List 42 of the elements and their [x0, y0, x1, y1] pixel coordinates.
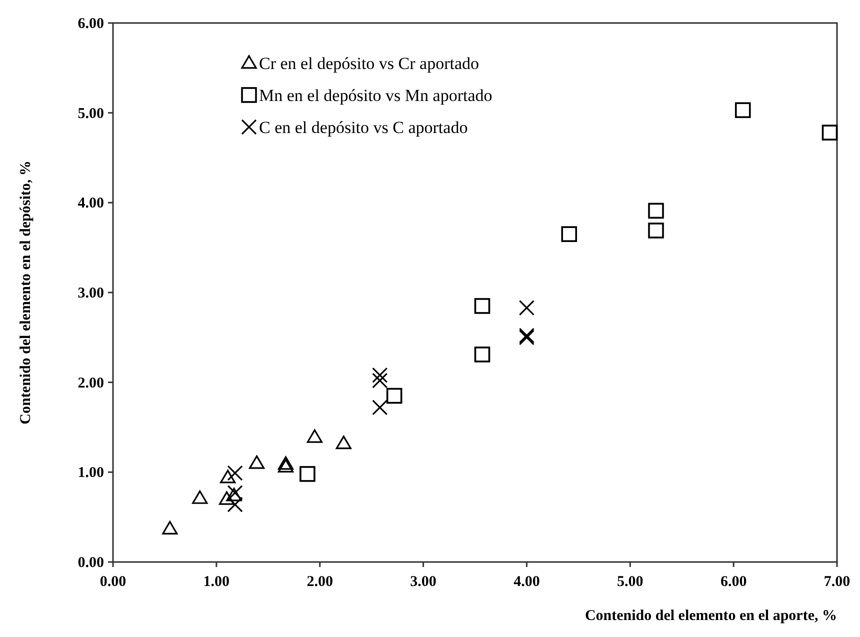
legend-label: Mn en el depósito vs Mn aportado — [259, 86, 492, 105]
point — [648, 202, 664, 219]
point — [336, 436, 352, 450]
point — [192, 490, 208, 504]
point — [474, 298, 490, 314]
y-tick-label: 2.00 — [78, 375, 104, 392]
point — [386, 388, 402, 404]
x-tick-label: 5.00 — [617, 574, 644, 590]
y-tick-label: 4.00 — [78, 196, 104, 212]
point — [561, 226, 578, 242]
point — [372, 372, 388, 388]
point — [372, 400, 388, 416]
point — [518, 300, 535, 316]
point — [248, 455, 265, 469]
x-tick-label: 4.00 — [514, 574, 540, 590]
point — [734, 102, 751, 118]
y-tick-label: 3.00 — [78, 286, 104, 302]
point — [822, 124, 838, 140]
legend-label: Cr en el depósito vs Cr aportado — [259, 54, 480, 73]
point — [300, 466, 316, 482]
y-tick-label: 5.00 — [78, 106, 104, 122]
point — [648, 222, 664, 238]
x-tick-label: 1.00 — [203, 574, 230, 590]
x-axis-title: Contenido del elemento en el aporte, % — [584, 608, 837, 624]
point — [227, 465, 243, 481]
y-tick-label: 0.00 — [78, 555, 104, 571]
x-tick-label: 3.00 — [410, 574, 436, 590]
point — [306, 429, 322, 443]
x-tick-label: 2.00 — [306, 574, 333, 590]
x-tick-label: 0.00 — [100, 574, 126, 590]
point — [278, 458, 294, 472]
point — [162, 520, 178, 534]
point — [474, 346, 490, 362]
x-tick-label: 6.00 — [720, 574, 747, 590]
point — [218, 491, 235, 505]
y-tick-label: 6.00 — [78, 16, 104, 32]
legend-label: C en el depósito vs C aportado — [259, 118, 468, 137]
point — [278, 456, 294, 470]
y-tick-label: 1.00 — [78, 465, 104, 482]
x-tick-label: 7.00 — [824, 574, 850, 590]
point — [220, 470, 236, 484]
y-axis-title: Contenido del elemento en el depósito, % — [18, 160, 34, 424]
